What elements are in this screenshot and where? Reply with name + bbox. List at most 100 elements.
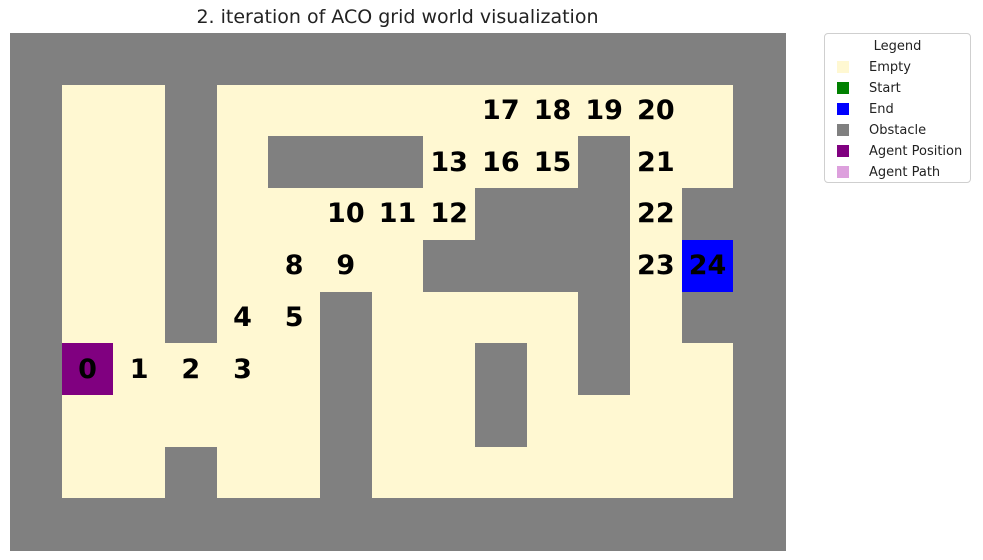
cell-obstacle (681, 498, 734, 551)
cell-obstacle (733, 291, 786, 344)
cell-empty (320, 188, 373, 241)
cell-obstacle (578, 498, 631, 551)
cell-empty (630, 343, 683, 396)
cell-obstacle (320, 343, 373, 396)
cell-empty (423, 188, 476, 241)
cell-obstacle (113, 498, 166, 551)
cell-empty (113, 394, 166, 448)
cell-empty (681, 343, 734, 396)
cell-obstacle (733, 33, 786, 86)
cell-empty (475, 136, 528, 189)
legend-swatch-empty (837, 61, 849, 73)
cell-obstacle (10, 188, 63, 241)
cell-empty (61, 136, 114, 189)
cell-obstacle (630, 498, 683, 551)
legend-item-agent-path: Agent Path (837, 164, 940, 180)
cell-empty (681, 136, 734, 189)
cell-empty (113, 343, 166, 396)
plot-title: 2. iteration of ACO grid world visualiza… (196, 6, 599, 28)
cell-empty (61, 394, 114, 448)
cell-empty (371, 188, 424, 241)
cell-empty (578, 446, 631, 499)
cell-obstacle (216, 498, 269, 551)
cell-empty (630, 84, 683, 137)
legend-title: Legend (873, 39, 922, 54)
cell-empty (371, 446, 424, 499)
cell-obstacle (165, 188, 218, 241)
legend-item-end: End (837, 101, 894, 117)
cell-obstacle (526, 188, 579, 241)
cell-obstacle (10, 33, 63, 86)
cell-obstacle (578, 188, 631, 241)
cell-obstacle (10, 239, 63, 293)
cell-obstacle (10, 343, 63, 396)
cell-obstacle (320, 291, 373, 344)
cell-empty (423, 84, 476, 137)
cell-obstacle (320, 446, 373, 499)
cell-empty (61, 446, 114, 499)
cell-empty (681, 394, 734, 448)
cell-empty (61, 291, 114, 344)
cell-empty (526, 343, 579, 396)
cell-empty (681, 446, 734, 499)
cell-empty (113, 239, 166, 293)
cell-empty (268, 446, 321, 499)
cell-obstacle (475, 188, 528, 241)
cell-obstacle (10, 291, 63, 344)
cell-obstacle (10, 84, 63, 137)
cell-obstacle (733, 136, 786, 189)
cell-obstacle (165, 291, 218, 344)
cell-obstacle (61, 498, 114, 551)
cell-empty (216, 239, 269, 293)
cell-obstacle (681, 291, 734, 344)
cell-obstacle (681, 33, 734, 86)
cell-empty (371, 239, 424, 293)
cell-empty (630, 394, 683, 448)
legend-label-empty: Empty (869, 59, 911, 75)
cell-empty (630, 291, 683, 344)
cell-empty (526, 394, 579, 448)
cell-obstacle (10, 136, 63, 189)
cell-obstacle (475, 498, 528, 551)
cell-empty (113, 136, 166, 189)
cell-empty (526, 446, 579, 499)
cell-empty (423, 446, 476, 499)
cell-obstacle (10, 498, 63, 551)
cell-obstacle (165, 239, 218, 293)
cell-empty (113, 446, 166, 499)
cell-empty (268, 394, 321, 448)
cell-obstacle (578, 136, 631, 189)
cell-empty (475, 446, 528, 499)
cell-empty (630, 239, 683, 293)
cell-obstacle (10, 446, 63, 499)
legend-label-start: Start (869, 80, 901, 96)
legend-swatch-obstacle (837, 124, 849, 136)
cell-empty (371, 84, 424, 137)
cell-obstacle (423, 239, 476, 293)
cell-obstacle (630, 33, 683, 86)
cell-obstacle (61, 33, 114, 86)
cell-obstacle (681, 188, 734, 241)
cell-empty (423, 394, 476, 448)
cell-obstacle (733, 343, 786, 396)
cell-empty (475, 291, 528, 344)
legend-swatch-start (837, 82, 849, 94)
cell-obstacle (371, 498, 424, 551)
cell-empty (216, 394, 269, 448)
cell-empty (113, 291, 166, 344)
cell-obstacle (10, 394, 63, 448)
cell-obstacle (578, 33, 631, 86)
cell-empty (371, 394, 424, 448)
cell-obstacle (475, 343, 528, 396)
cell-empty (423, 136, 476, 189)
cell-empty (681, 84, 734, 137)
legend-label-agent-path: Agent Path (869, 164, 941, 180)
cell-obstacle (423, 498, 476, 551)
cell-empty (526, 291, 579, 344)
cell-obstacle (268, 33, 321, 86)
cell-empty (268, 239, 321, 293)
cell-obstacle (526, 239, 579, 293)
cell-empty (216, 291, 269, 344)
cell-empty (268, 291, 321, 344)
cell-obstacle (475, 394, 528, 448)
